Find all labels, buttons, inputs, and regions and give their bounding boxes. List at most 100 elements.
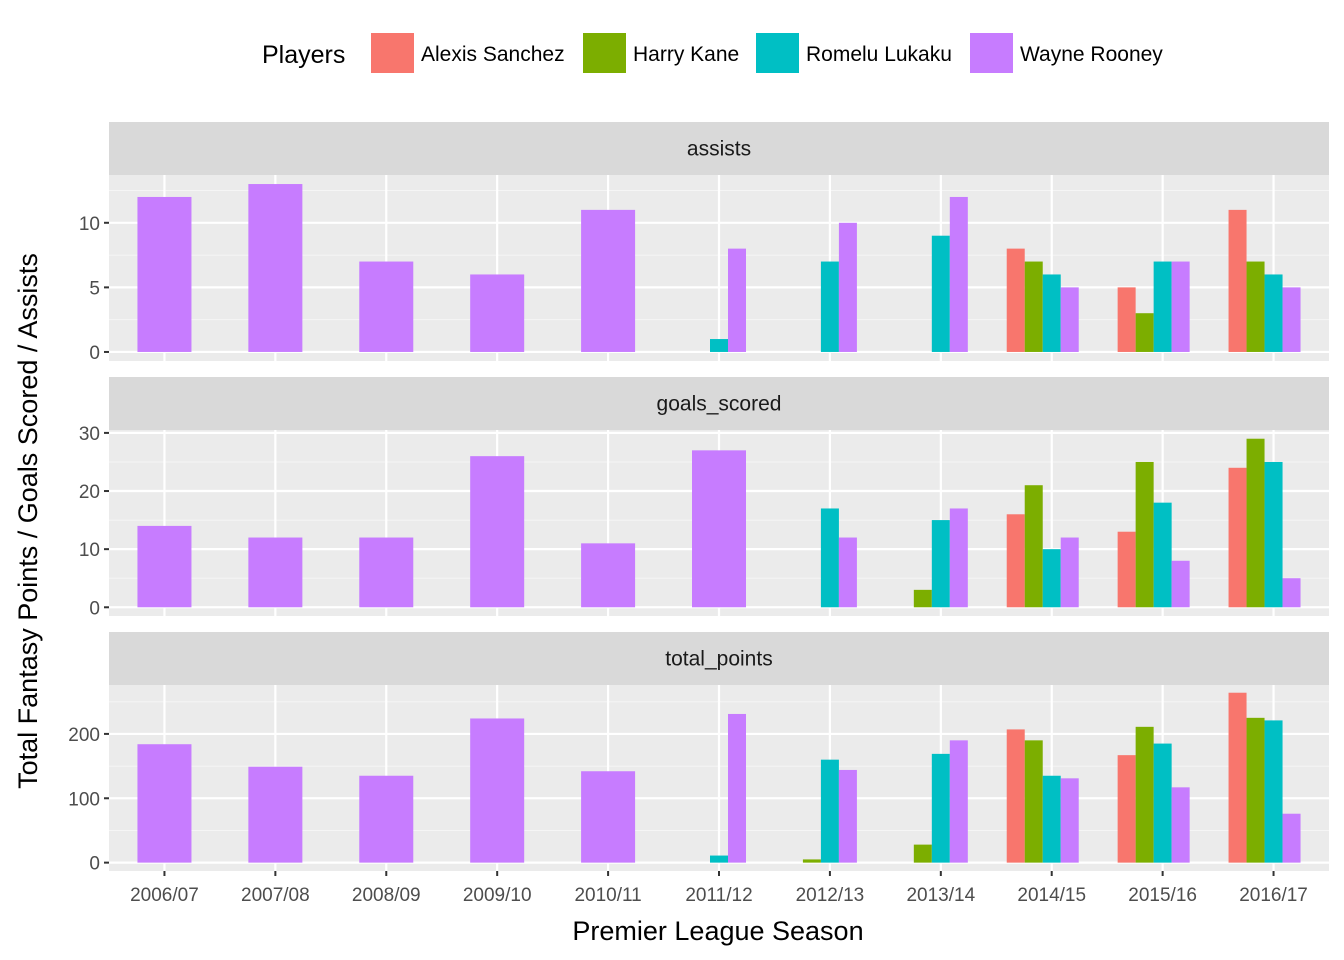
bar-total-points-romelu-lukaku-2011-12 xyxy=(710,855,728,863)
bar-goals-scored-harry-kane-2015-16 xyxy=(1135,461,1154,608)
bar-total-points-wayne-rooney-2010-11 xyxy=(581,771,636,863)
bar-goals-scored-harry-kane-2016-17 xyxy=(1246,438,1265,608)
bar-total-points-wayne-rooney-2008-09 xyxy=(359,775,414,863)
y-tick-label: 20 xyxy=(79,482,100,503)
x-tick-label-2006-07: 2006/07 xyxy=(130,885,199,906)
y-tick-label: 0 xyxy=(89,343,100,364)
bar-total-points-wayne-rooney-2016-17 xyxy=(1282,813,1301,863)
x-tick-label-2011-12: 2011/12 xyxy=(685,885,752,906)
bar-goals-scored-romelu-lukaku-2014-15 xyxy=(1042,549,1061,608)
bar-total-points-wayne-rooney-2013-14 xyxy=(949,740,968,863)
bar-assists-wayne-rooney-2016-17 xyxy=(1282,287,1301,352)
y-axis-title: Total Fantasy Points / Goals Scored / As… xyxy=(13,253,43,789)
bar-total-points-wayne-rooney-2014-15 xyxy=(1060,778,1079,863)
bar-assists-wayne-rooney-2014-15 xyxy=(1060,287,1079,352)
bar-total-points-alexis-sanchez-2016-17 xyxy=(1228,692,1247,863)
bar-goals-scored-romelu-lukaku-2013-14 xyxy=(931,520,950,608)
legend-key-wayne-rooney xyxy=(970,33,1013,73)
bar-assists-alexis-sanchez-2016-17 xyxy=(1228,209,1247,352)
bar-total-points-wayne-rooney-2012-13 xyxy=(838,769,857,863)
bar-assists-wayne-rooney-2008-09 xyxy=(359,261,414,352)
bar-total-points-harry-kane-2013-14 xyxy=(913,844,932,863)
bar-goals-scored-alexis-sanchez-2014-15 xyxy=(1006,514,1025,608)
x-tick-label-2007-08: 2007/08 xyxy=(241,885,310,906)
bar-goals-scored-wayne-rooney-2015-16 xyxy=(1171,560,1190,608)
bar-assists-harry-kane-2014-15 xyxy=(1024,261,1043,352)
bar-goals-scored-harry-kane-2014-15 xyxy=(1024,485,1043,608)
y-tick-label: 0 xyxy=(89,598,100,619)
bar-total-points-wayne-rooney-2006-07 xyxy=(137,744,192,863)
bar-assists-romelu-lukaku-2014-15 xyxy=(1042,274,1061,352)
x-tick-label-2015-16: 2015/16 xyxy=(1128,885,1197,906)
legend-label-alexis-sanchez: Alexis Sanchez xyxy=(421,43,565,66)
facet-strip-assists xyxy=(109,122,1329,175)
bar-assists-romelu-lukaku-2015-16 xyxy=(1153,261,1172,352)
bar-assists-wayne-rooney-2015-16 xyxy=(1171,261,1190,352)
bar-total-points-wayne-rooney-2011-12 xyxy=(728,713,746,863)
bar-assists-alexis-sanchez-2014-15 xyxy=(1006,248,1025,352)
bar-goals-scored-wayne-rooney-2011-12 xyxy=(692,450,746,608)
bar-goals-scored-wayne-rooney-2012-13 xyxy=(838,537,857,608)
bar-total-points-romelu-lukaku-2014-15 xyxy=(1042,775,1061,863)
facet-goals-scored: goals_scored 0 10 20 30 xyxy=(79,377,1329,619)
bar-assists-harry-kane-2016-17 xyxy=(1246,261,1265,352)
bar-assists-wayne-rooney-2009-10 xyxy=(470,274,525,352)
legend-items: Alexis Sanchez Harry Kane Romelu Lukaku Way… xyxy=(371,33,1163,73)
bar-total-points-romelu-lukaku-2016-17 xyxy=(1264,720,1283,863)
facet-panels: assists 0 5 10 goals_scored 0 10 20 30 total_poin… xyxy=(68,122,1329,875)
legend-key-romelu-lukaku xyxy=(756,33,799,73)
bar-goals-scored-romelu-lukaku-2012-13 xyxy=(820,508,839,608)
bar-total-points-harry-kane-2016-17 xyxy=(1246,717,1265,863)
x-tick-label-2013-14: 2013/14 xyxy=(906,885,975,906)
bar-goals-scored-wayne-rooney-2010-11 xyxy=(581,543,636,608)
y-tick-label: 5 xyxy=(89,278,100,299)
legend-label-romelu-lukaku: Romelu Lukaku xyxy=(806,43,952,66)
x-tick-label-2016-17: 2016/17 xyxy=(1239,885,1308,906)
bar-total-points-romelu-lukaku-2013-14 xyxy=(931,753,950,863)
legend-key-alexis-sanchez xyxy=(371,33,414,73)
bar-assists-wayne-rooney-2013-14 xyxy=(949,196,968,352)
legend: Players Alexis Sanchez Harry Kane Romelu L… xyxy=(262,33,1163,73)
facet-total-points: total_points 0 100 200 xyxy=(68,632,1329,875)
y-tick-label: 10 xyxy=(79,214,100,235)
bar-assists-romelu-lukaku-2012-13 xyxy=(820,261,839,352)
bar-assists-alexis-sanchez-2015-16 xyxy=(1117,287,1136,352)
bar-total-points-harry-kane-2012-13 xyxy=(802,859,821,863)
bar-assists-wayne-rooney-2007-08 xyxy=(248,184,303,352)
bar-goals-scored-wayne-rooney-2008-09 xyxy=(359,537,414,608)
bar-goals-scored-wayne-rooney-2016-17 xyxy=(1282,578,1301,608)
bar-assists-wayne-rooney-2010-11 xyxy=(581,209,636,352)
x-tick-label-2012-13: 2012/13 xyxy=(796,885,865,906)
bar-total-points-wayne-rooney-2009-10 xyxy=(470,718,525,863)
bar-assists-harry-kane-2015-16 xyxy=(1135,313,1154,352)
x-tick-label-2009-10: 2009/10 xyxy=(463,885,532,906)
x-tick-label-2010-11: 2010/11 xyxy=(574,885,641,906)
legend-title: Players xyxy=(262,41,345,69)
bar-total-points-alexis-sanchez-2014-15 xyxy=(1006,729,1025,863)
bar-total-points-romelu-lukaku-2012-13 xyxy=(820,759,839,863)
bar-total-points-wayne-rooney-2015-16 xyxy=(1171,787,1190,863)
y-tick-label: 0 xyxy=(89,854,100,875)
bar-assists-romelu-lukaku-2011-12 xyxy=(710,339,728,352)
bar-assists-romelu-lukaku-2013-14 xyxy=(931,235,950,352)
legend-label-wayne-rooney: Wayne Rooney xyxy=(1020,43,1163,66)
bar-goals-scored-alexis-sanchez-2015-16 xyxy=(1117,531,1136,608)
facet-strip-label: assists xyxy=(687,138,751,161)
facet-strip-label: goals_scored xyxy=(657,393,782,416)
legend-label-harry-kane: Harry Kane xyxy=(633,43,739,66)
bar-total-points-alexis-sanchez-2015-16 xyxy=(1117,755,1136,863)
bar-goals-scored-romelu-lukaku-2016-17 xyxy=(1264,461,1283,608)
y-tick-label: 200 xyxy=(68,725,100,746)
bar-assists-romelu-lukaku-2016-17 xyxy=(1264,274,1283,352)
bar-goals-scored-harry-kane-2013-14 xyxy=(913,589,932,608)
x-axis: 2006/07 2007/08 2008/09 2009/10 2010/11 2011/… xyxy=(130,871,1308,906)
bar-goals-scored-alexis-sanchez-2016-17 xyxy=(1228,467,1247,608)
y-tick-label: 30 xyxy=(79,424,100,445)
y-tick-label: 10 xyxy=(79,540,100,561)
bar-total-points-wayne-rooney-2007-08 xyxy=(248,766,303,863)
bar-goals-scored-wayne-rooney-2007-08 xyxy=(248,537,303,608)
bar-total-points-romelu-lukaku-2015-16 xyxy=(1153,743,1172,863)
y-tick-label: 100 xyxy=(68,789,100,810)
bar-assists-wayne-rooney-2012-13 xyxy=(838,222,857,352)
